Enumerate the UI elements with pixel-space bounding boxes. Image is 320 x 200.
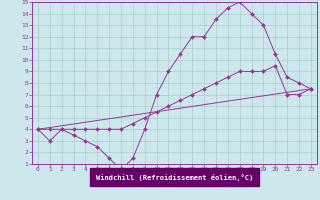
- X-axis label: Windchill (Refroidissement éolien,°C): Windchill (Refroidissement éolien,°C): [96, 174, 253, 181]
